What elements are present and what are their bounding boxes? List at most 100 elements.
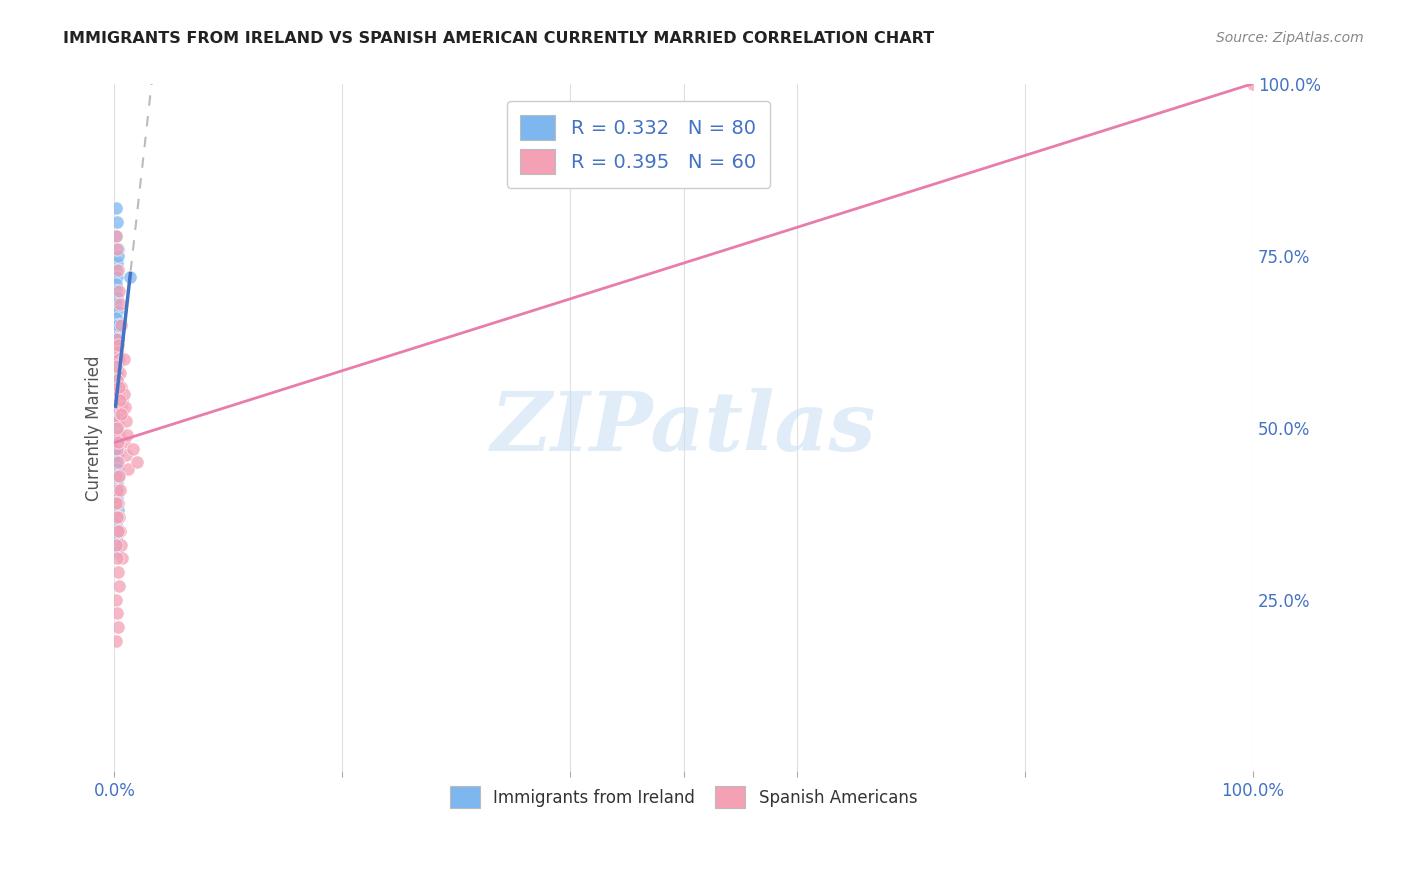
Point: [108, 427, 131, 442]
Point: [104, 414, 127, 428]
Point: [104, 366, 127, 380]
Point: [105, 407, 128, 421]
Point: [105, 442, 128, 456]
Point: [112, 352, 135, 367]
Point: [105, 215, 128, 229]
Point: [105, 290, 128, 304]
Point: [105, 373, 128, 387]
Point: [104, 297, 127, 311]
Point: [107, 318, 129, 332]
Point: [108, 297, 131, 311]
Point: [105, 607, 128, 621]
Point: [104, 332, 127, 346]
Point: [105, 449, 128, 463]
Point: [105, 393, 128, 408]
Point: [104, 228, 127, 243]
Point: [105, 462, 128, 476]
Point: [108, 469, 131, 483]
Point: [108, 510, 131, 524]
Point: [104, 380, 127, 394]
Point: [107, 503, 129, 517]
Point: [105, 449, 128, 463]
Point: [104, 332, 127, 346]
Point: [104, 531, 127, 545]
Point: [104, 352, 127, 367]
Point: [104, 469, 127, 483]
Point: [104, 483, 127, 497]
Point: [114, 414, 136, 428]
Point: [110, 538, 132, 552]
Point: [105, 366, 128, 380]
Point: [105, 380, 128, 394]
Point: [105, 538, 128, 552]
Point: [105, 269, 128, 284]
Point: [107, 332, 129, 346]
Point: [104, 490, 127, 504]
Point: [108, 366, 131, 380]
Point: [104, 284, 127, 298]
Point: [104, 544, 127, 558]
Point: [105, 524, 128, 538]
Point: [110, 407, 132, 421]
Point: [108, 352, 131, 367]
Point: [104, 442, 127, 456]
Text: IMMIGRANTS FROM IRELAND VS SPANISH AMERICAN CURRENTLY MARRIED CORRELATION CHART: IMMIGRANTS FROM IRELAND VS SPANISH AMERI…: [63, 31, 935, 46]
Point: [104, 592, 127, 607]
Point: [110, 401, 132, 415]
Point: [105, 407, 128, 421]
Point: [114, 401, 136, 415]
Point: [105, 421, 128, 435]
Point: [104, 386, 127, 401]
Point: [105, 338, 128, 352]
Point: [104, 345, 127, 359]
Point: [120, 269, 142, 284]
Legend: Immigrants from Ireland, Spanish Americans: Immigrants from Ireland, Spanish America…: [443, 780, 924, 814]
Point: [105, 510, 128, 524]
Point: [127, 455, 149, 469]
Point: [104, 277, 127, 291]
Point: [105, 325, 128, 339]
Point: [104, 442, 127, 456]
Point: [105, 483, 128, 497]
Point: [121, 442, 143, 456]
Point: [107, 496, 129, 510]
Point: [108, 524, 131, 538]
Point: [105, 510, 128, 524]
Point: [108, 579, 131, 593]
Text: ZIPatlas: ZIPatlas: [491, 388, 876, 468]
Point: [104, 496, 127, 510]
Point: [105, 345, 128, 359]
Point: [107, 414, 129, 428]
Point: [104, 263, 127, 277]
Point: [104, 401, 127, 415]
Point: [104, 414, 127, 428]
Point: [111, 407, 134, 421]
Point: [104, 475, 127, 490]
Point: [107, 565, 129, 579]
Point: [107, 620, 129, 634]
Point: [105, 462, 128, 476]
Point: [110, 318, 132, 332]
Point: [104, 386, 127, 401]
Point: [104, 427, 127, 442]
Point: [104, 359, 127, 373]
Point: [105, 551, 128, 566]
Point: [105, 401, 128, 415]
Point: [104, 427, 127, 442]
Point: [107, 455, 129, 469]
Point: [105, 421, 128, 435]
Point: [105, 421, 128, 435]
Point: [108, 393, 131, 408]
Point: [111, 393, 134, 408]
Point: [107, 469, 129, 483]
Point: [104, 455, 127, 469]
Point: [117, 462, 139, 476]
Point: [107, 386, 129, 401]
Point: [104, 538, 127, 552]
Point: [107, 434, 129, 449]
Point: [105, 242, 128, 256]
Point: [104, 201, 127, 215]
Point: [105, 421, 128, 435]
Point: [107, 524, 129, 538]
Point: [110, 380, 132, 394]
